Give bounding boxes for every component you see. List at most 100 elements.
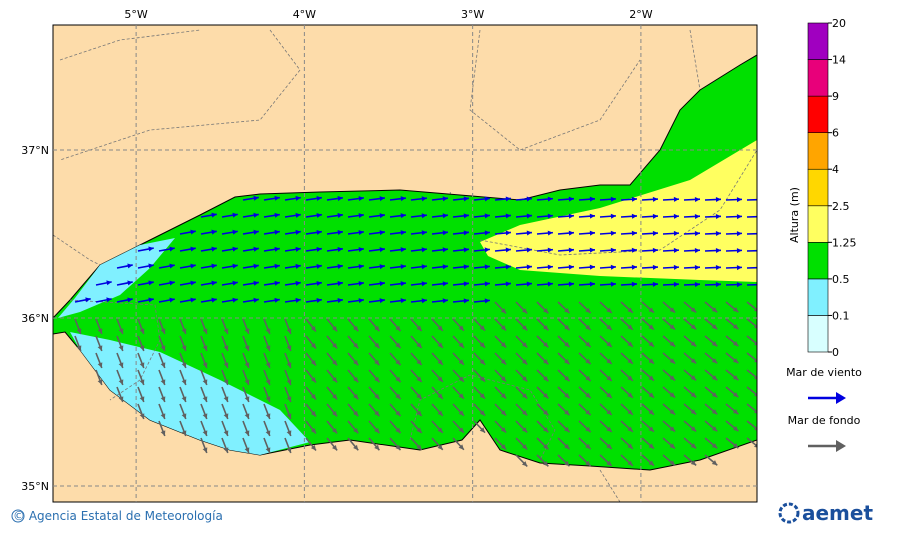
wave-arrowhead — [669, 426, 676, 432]
wave-arrowhead — [244, 447, 250, 453]
wave-arrowhead — [332, 376, 338, 383]
wave-arrowhead — [316, 229, 322, 235]
wave-arrowhead — [118, 362, 124, 368]
wave-arrowhead — [669, 341, 676, 347]
wave-arrowhead — [526, 264, 532, 270]
wave-arrowhead — [223, 447, 229, 453]
wave-arrowhead — [437, 342, 443, 348]
wave-arrowhead — [690, 392, 697, 398]
wave-arrowhead — [253, 229, 259, 235]
wave-arrowhead — [379, 230, 385, 236]
colorbar-label: 2.5 — [832, 200, 850, 213]
wave-arrowhead — [711, 443, 718, 449]
wave-arrowhead — [547, 247, 553, 253]
wave-arrowhead — [754, 324, 757, 329]
colorbar-segment — [807, 168, 829, 207]
wave-arrowhead — [202, 328, 208, 334]
wave-arrowhead — [673, 213, 679, 219]
wave-arrowhead — [711, 307, 718, 313]
wave-arrowhead — [648, 307, 654, 313]
wave-arrowhead — [160, 396, 166, 402]
wave-arrowhead — [543, 341, 549, 348]
wave-arrowhead — [127, 297, 133, 303]
wave-arrowhead — [97, 362, 103, 368]
wave-arrowhead — [458, 410, 464, 416]
wave-arrowhead — [564, 358, 570, 365]
wave-arrowhead — [310, 394, 316, 400]
wave-arrowhead — [648, 324, 654, 330]
wave-arrowhead — [711, 341, 718, 347]
colorbar-segment — [807, 59, 829, 97]
wave-arrowhead — [202, 396, 208, 402]
wave-arrowhead — [400, 196, 406, 202]
wave-arrowhead — [736, 248, 742, 254]
wave-arrowhead — [295, 246, 301, 252]
wave-arrowhead — [76, 345, 82, 351]
wave-arrowhead — [606, 426, 612, 432]
wave-arrowhead — [400, 264, 406, 270]
wave-arrowhead — [337, 196, 343, 201]
wave-arrowhead — [711, 324, 718, 330]
wave-arrowhead — [190, 246, 196, 252]
wave-arrowhead — [316, 297, 322, 303]
wave-arrowhead — [211, 297, 217, 303]
wave-arrowhead — [118, 328, 124, 334]
wave-arrowhead — [589, 196, 595, 202]
wave-arrowhead — [190, 229, 196, 235]
wave-arrowhead — [416, 359, 422, 365]
wave-arrowhead — [543, 443, 549, 450]
wave-arrowhead — [458, 427, 464, 433]
wave-arrowhead — [232, 246, 238, 252]
wave-arrowhead — [673, 247, 679, 253]
wave-arrowhead — [374, 342, 380, 349]
wave-arrowhead — [585, 358, 591, 365]
wave-arrowhead — [543, 409, 549, 416]
wave-arrowhead — [463, 213, 469, 219]
wave-arrowhead — [223, 328, 229, 334]
wave-arrowhead — [97, 345, 103, 351]
wave-arrowhead — [479, 410, 485, 416]
wave-arrowhead — [244, 328, 250, 334]
wave-arrowhead — [732, 375, 739, 381]
wave-arrowhead — [711, 375, 718, 381]
wave-arrowhead — [379, 213, 385, 219]
wave-arrowhead — [211, 212, 217, 218]
wave-arrowhead — [669, 409, 676, 415]
wave-arrowhead — [295, 195, 301, 201]
wave-arrowhead — [437, 393, 443, 399]
wave-arrowhead — [648, 426, 654, 432]
wave-arrowhead — [627, 392, 633, 398]
colorbar-segment — [807, 278, 829, 316]
wave-arrowhead — [310, 445, 316, 451]
wave-arrowhead — [358, 281, 364, 287]
wave-arrowhead — [648, 392, 654, 398]
wave-arrowhead — [332, 427, 338, 434]
wave-arrowhead — [395, 359, 401, 366]
wave-arrowhead — [265, 362, 271, 368]
wave-arrowhead — [690, 341, 697, 347]
wave-arrowhead — [521, 359, 528, 365]
wave-arrowhead — [484, 247, 490, 253]
wave-arrowhead — [274, 229, 280, 235]
wave-arrowhead — [379, 281, 385, 287]
wave-arrowhead — [736, 214, 742, 220]
colorbar-label: 0.1 — [832, 309, 850, 322]
wave-arrowhead — [416, 342, 422, 348]
wave-arrowhead — [332, 410, 338, 417]
wave-arrowhead — [547, 196, 553, 202]
wave-arrowhead — [253, 212, 259, 218]
wave-arrowhead — [374, 359, 380, 366]
wave-arrowhead — [610, 213, 616, 219]
wave-arrowhead — [223, 362, 229, 368]
high-wave-zone — [480, 140, 757, 282]
wave-arrowhead — [358, 298, 364, 304]
wave-arrow — [746, 403, 757, 414]
wave-arrowhead — [758, 248, 763, 253]
wave-arrowhead — [564, 307, 570, 314]
wave-arrowhead — [160, 430, 166, 436]
low-wave-zone — [70, 332, 310, 455]
wave-arrowhead — [310, 411, 316, 417]
wave-arrowhead — [543, 392, 549, 399]
wave-arrowhead — [395, 444, 401, 451]
wave-arrowhead — [353, 376, 359, 383]
